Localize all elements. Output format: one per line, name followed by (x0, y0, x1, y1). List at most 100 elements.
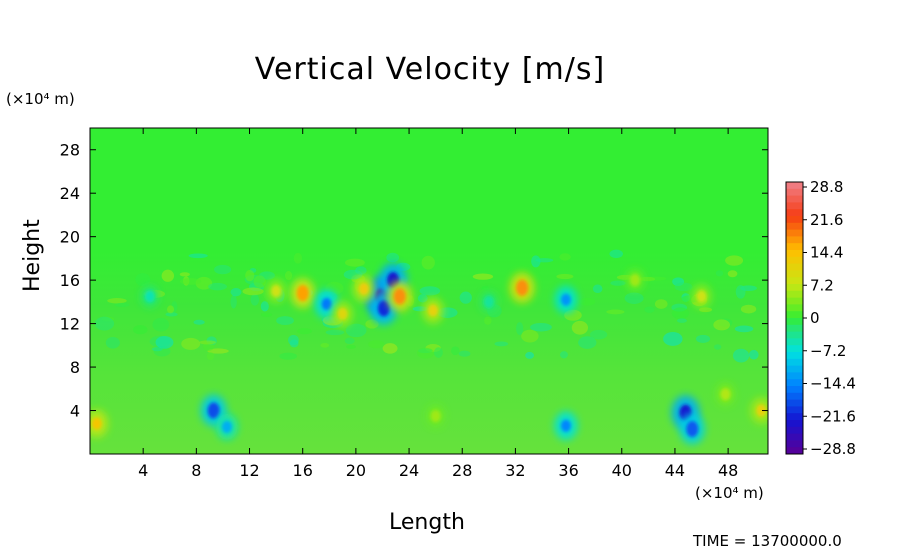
colorbar-swatch (786, 284, 803, 292)
turbulence-cell (609, 249, 623, 259)
turbulence-cell (386, 252, 400, 263)
colorbar-swatch (786, 304, 803, 312)
feature-core (296, 285, 309, 302)
colorbar-swatch (786, 318, 803, 326)
y-tick-label: 12 (60, 315, 80, 334)
velocity-feature (266, 279, 286, 303)
turbulence-cell (592, 284, 603, 294)
colorbar-label: −14.4 (810, 375, 856, 393)
feature-core (430, 409, 441, 422)
turbulence-cell (94, 316, 115, 331)
feature-core (321, 298, 332, 311)
turbulence-cell (610, 280, 626, 286)
colorbar-swatch (786, 433, 803, 441)
turbulence-cell (654, 299, 668, 309)
turbulence-cell (181, 337, 201, 350)
colorbar-swatch (786, 216, 803, 224)
colorbar-swatch (786, 358, 803, 367)
turbulence-cell (624, 292, 644, 304)
colorbar-swatch (786, 188, 803, 197)
turbulence-cell (133, 325, 148, 335)
turbulence-cell (260, 312, 273, 317)
turbulence-cell (152, 317, 170, 332)
colorbar-swatch (786, 311, 803, 319)
turbulence-cell (417, 294, 428, 303)
feature-core (720, 388, 731, 401)
feature-core (337, 307, 348, 320)
turbulence-cell (151, 346, 163, 352)
turbulence-cell (516, 322, 524, 335)
colorbar-swatch (786, 270, 803, 278)
colorbar-swatch (786, 256, 803, 265)
colorbar-swatch (786, 243, 803, 251)
feature-core (427, 304, 438, 317)
velocity-feature (290, 278, 315, 309)
turbulence-cell (663, 331, 683, 346)
feature-core (516, 279, 529, 296)
colorbar-label: −7.2 (810, 342, 846, 360)
turbulence-cell (699, 307, 713, 313)
turbulence-cell (206, 352, 215, 361)
colorbar-label: −28.8 (810, 440, 856, 458)
turbulence-cell (346, 344, 356, 349)
velocity-feature (426, 405, 445, 427)
colorbar-swatch (786, 338, 803, 346)
turbulence-cell (105, 336, 120, 349)
turbulence-cell (135, 273, 151, 287)
colorbar-swatch (786, 202, 803, 210)
turbulence-cell (556, 273, 574, 280)
feature-core (207, 402, 220, 419)
colorbar-swatch (786, 195, 803, 203)
turbulence-cell (421, 255, 435, 270)
turbulence-cell (114, 302, 130, 307)
turbulence-cell (161, 269, 175, 282)
x-tick-label: 36 (558, 461, 578, 480)
turbulence-cell (207, 348, 229, 354)
velocity-feature (626, 269, 644, 291)
x-axis-unit: (×10⁴ m) (695, 484, 764, 502)
colorbar-swatch (786, 379, 803, 387)
velocity-feature (750, 397, 768, 424)
turbulence-cell (725, 255, 744, 266)
x-tick-label: 12 (239, 461, 259, 480)
turbulence-cell (451, 346, 460, 356)
turbulence-cell (695, 334, 711, 343)
colorbar-swatch (786, 277, 803, 285)
colorbar-label: 14.4 (810, 244, 843, 262)
turbulence-cell (416, 347, 435, 359)
turbulence-cell (606, 309, 625, 315)
feature-core (377, 300, 390, 317)
turbulence-cell (458, 350, 471, 357)
velocity-feature (554, 411, 578, 440)
turbulence-cell (459, 291, 472, 304)
colorbar-swatch (786, 440, 803, 448)
turbulence-cell (727, 270, 738, 278)
colorbar-label: 0 (810, 309, 820, 327)
turbulence-cell (344, 258, 365, 267)
colorbar-swatch (786, 345, 803, 353)
turbulence-cell (735, 285, 746, 299)
turbulence-cell (365, 319, 379, 329)
velocity-features (90, 262, 768, 445)
turbulence-cell (345, 323, 367, 338)
x-tick-label: 44 (665, 461, 685, 480)
colorbar-swatch (786, 290, 803, 299)
chart-title: Vertical Velocity [m/s] (254, 52, 606, 87)
colorbar: 28.8 21.6 14.4 7.2 0 −7.2 −14.4 −21.6 −28.8 (785, 178, 856, 458)
turbulence-cell (713, 319, 730, 331)
turbulence-cell (245, 270, 255, 282)
turbulence-cell (433, 347, 443, 358)
velocity-feature (509, 272, 535, 304)
feature-core (221, 420, 232, 433)
turbulence-cell (293, 252, 303, 264)
turbulence-cell (740, 304, 757, 314)
x-tick-label: 48 (718, 461, 738, 480)
turbulence-cell (521, 329, 539, 343)
turbulence-cell (525, 351, 535, 359)
velocity-feature (422, 297, 444, 324)
turbulence-cell (230, 294, 237, 309)
velocity-feature (332, 301, 353, 327)
colorbar-label: 7.2 (810, 276, 834, 294)
x-tick-label: 28 (452, 461, 472, 480)
feature-core (393, 288, 406, 305)
